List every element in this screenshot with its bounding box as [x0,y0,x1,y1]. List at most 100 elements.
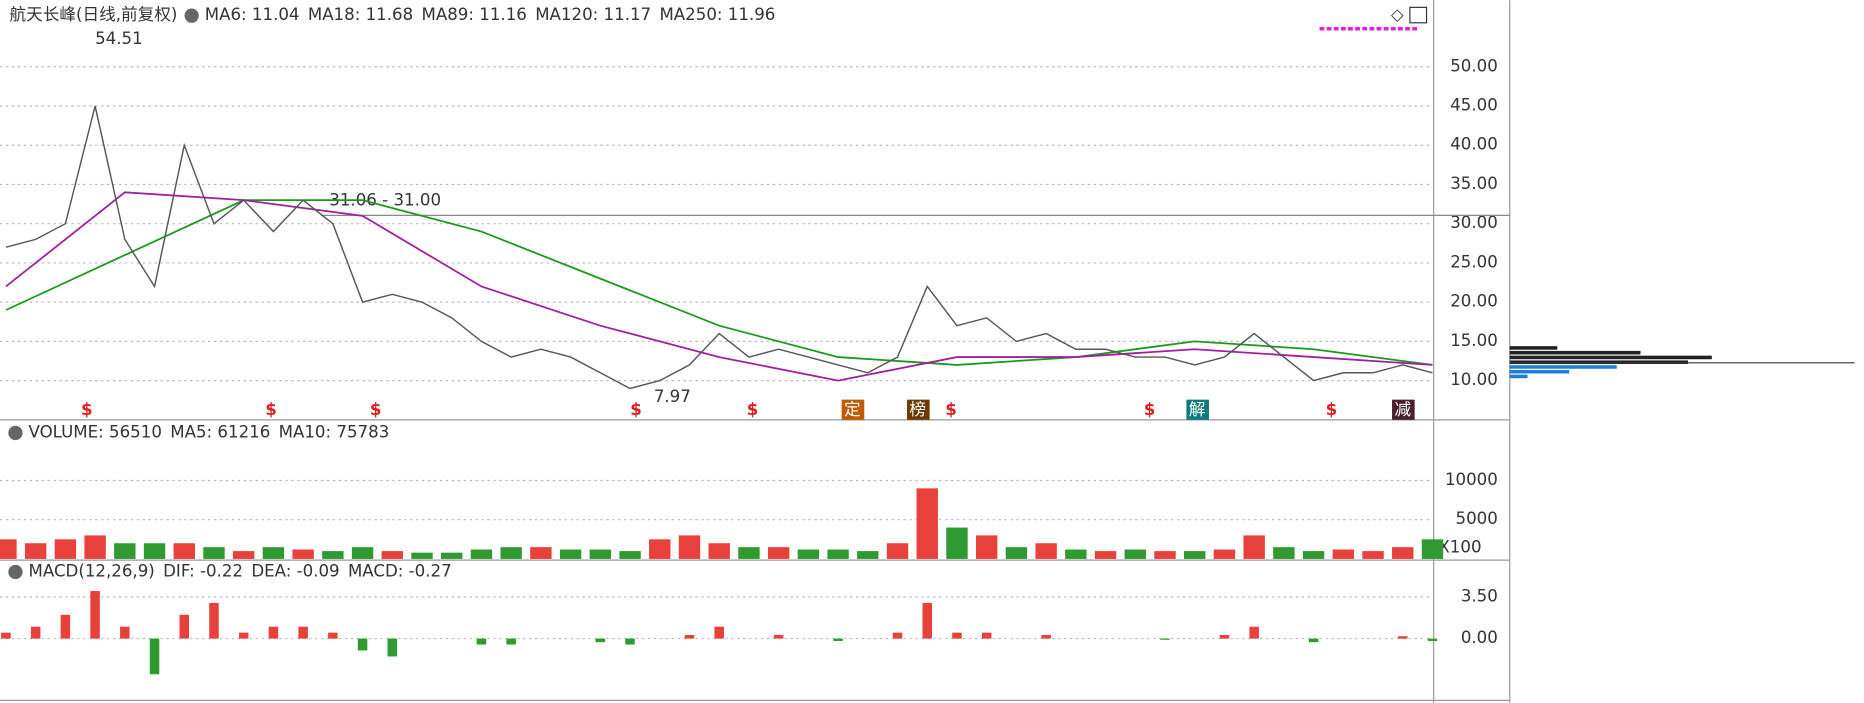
profile-bar [1509,346,1558,350]
event-label[interactable]: $ [370,400,382,419]
volume-bar [1362,551,1384,559]
diamond-icon[interactable]: ◇ [1391,5,1404,24]
event-label[interactable]: 减 [1394,400,1411,419]
volume-bar [1154,551,1176,559]
indicator-label: MA89: 11.16 [422,5,527,24]
event-badge[interactable] [841,399,865,420]
macd-bar [298,626,308,639]
macd-bar [1219,635,1230,639]
volume-bar [114,543,136,559]
macd-bar [595,638,606,643]
macd-bar [1160,638,1170,640]
volume-bar [619,551,641,559]
volume-bar [1213,549,1236,559]
macd-bar [357,638,368,651]
volume-bar [1273,547,1295,559]
stock-title: 航天长峰(日线,前复权) [10,5,178,24]
indicator-label: MA6: 11.04 [205,5,300,24]
profile-bar [1509,374,1528,379]
event-label[interactable]: 榜 [909,400,926,419]
macd-bar [268,626,279,639]
indicator-label: MA5: 61216 [170,422,270,441]
macd-bar [833,638,843,641]
profile-bar [1509,369,1570,374]
macd-bar [1041,635,1051,639]
volume-bar [470,549,493,559]
y-tick-label: 3.50 [1461,586,1498,605]
volume-bar [886,543,909,559]
volume-bar [589,549,612,559]
event-label[interactable]: $ [945,400,957,419]
indicator-label: MA250: 11.96 [659,5,775,24]
volume-bar [946,527,968,559]
y-tick-label: 15.00 [1450,331,1498,350]
macd-bar [1,632,11,639]
volume-bar [1302,551,1325,559]
volume-bar [827,549,849,559]
collapse-icon[interactable] [8,425,23,441]
volume-bar [381,551,403,559]
macd-bar [625,638,635,645]
y-tick-label: 50.00 [1450,56,1498,75]
volume-bar [738,547,760,559]
y-tick-label: 45.00 [1450,96,1498,115]
macd-bar [209,602,219,639]
volume-bar [857,551,879,559]
y-tick-label: 20.00 [1450,292,1498,311]
event-label[interactable]: 解 [1189,400,1206,419]
window-icon[interactable] [1409,6,1428,24]
event-label[interactable]: $ [1326,400,1338,419]
collapse-icon[interactable] [184,8,199,23]
volume-bar [54,539,77,559]
indicator-label: MA10: 75783 [279,422,390,441]
macd-bar [149,638,160,675]
y-tick-label: 30.00 [1450,213,1498,232]
event-label[interactable]: $ [1144,400,1156,419]
indicator-label: MA120: 11.17 [535,5,651,24]
event-label[interactable]: $ [265,400,277,419]
volume-bar [0,539,17,559]
indicator-label: MACD(12,26,9) [29,562,155,581]
profile-bar [1509,350,1641,355]
event-label[interactable]: $ [630,400,642,419]
volume-bar [1065,549,1087,559]
event-label[interactable]: 定 [844,400,861,419]
volume-bar [1332,549,1355,559]
macd-bar [476,638,487,645]
macd-bar [30,626,41,639]
indicator-label: MA18: 11.68 [308,5,413,24]
event-label[interactable]: $ [81,400,93,419]
event-badge[interactable] [1392,399,1415,420]
volume-bar [649,539,671,559]
event-label[interactable]: $ [747,400,759,419]
macd-bar [1308,638,1319,643]
volume-bar [292,549,314,559]
volume-bar [916,488,938,559]
y-tick-label: 0.00 [1461,628,1498,647]
volume-bar [1005,547,1028,559]
profile-bar [1509,355,1712,360]
collapse-icon[interactable] [8,564,23,580]
volume-profile [1509,346,1855,379]
macd-bar [981,632,992,639]
macd-bar [120,626,130,639]
indicator-label: DIF: -0.22 [163,562,243,581]
volume-bar [975,535,998,559]
price-line [5,105,1433,390]
macd-bar [238,632,249,639]
volume-bar [351,547,374,559]
volume-bar [1124,549,1146,559]
macd-bar [387,638,398,657]
volume-bar [24,543,47,559]
macd-bar [90,591,100,639]
macd-bar [952,632,962,639]
event-badge[interactable] [1186,399,1209,420]
volume-bar [1421,539,1444,559]
level-label: 31.06 - 31.00 [329,191,441,210]
event-badge[interactable] [907,399,930,420]
volume-bar [1392,547,1414,559]
volume-bar [203,547,225,559]
unit-label: X100 [1438,538,1481,557]
